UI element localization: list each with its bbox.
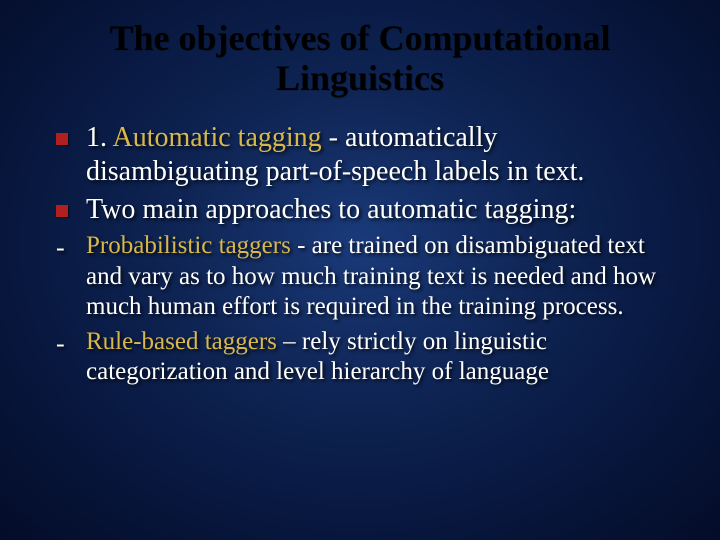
list-item-text: Probabilistic taggers - are trained on d…: [86, 231, 672, 323]
title-line-1: The objectives of Computational: [110, 18, 611, 58]
list-item: 1. Automatic tagging - automatically dis…: [56, 121, 672, 189]
list-item: Two main approaches to automatic tagging…: [56, 193, 672, 227]
item-keyword: Automatic tagging: [112, 122, 321, 153]
item-prefix: 1.: [86, 122, 112, 153]
title-line-2: Linguistics: [276, 58, 444, 98]
item-keyword: Probabilistic taggers: [86, 232, 291, 259]
square-bullet-icon: [56, 205, 68, 217]
square-bullet-icon: [56, 133, 68, 145]
item-rest: Two main approaches to automatic tagging…: [86, 194, 576, 225]
slide: The objectives of Computational Linguist…: [0, 0, 720, 540]
list-item-text: 1. Automatic tagging - automatically dis…: [86, 121, 672, 189]
dash-bullet-icon: -: [56, 231, 68, 265]
slide-title: The objectives of Computational Linguist…: [48, 18, 672, 99]
list-item: - Rule-based taggers – rely strictly on …: [56, 327, 672, 388]
list-item-text: Two main approaches to automatic tagging…: [86, 193, 576, 227]
list-item: - Probabilistic taggers - are trained on…: [56, 231, 672, 323]
item-keyword: Rule-based taggers: [86, 328, 277, 355]
dash-bullet-icon: -: [56, 327, 68, 361]
list-item-text: Rule-based taggers – rely strictly on li…: [86, 327, 672, 388]
content-list: 1. Automatic tagging - automatically dis…: [48, 121, 672, 388]
